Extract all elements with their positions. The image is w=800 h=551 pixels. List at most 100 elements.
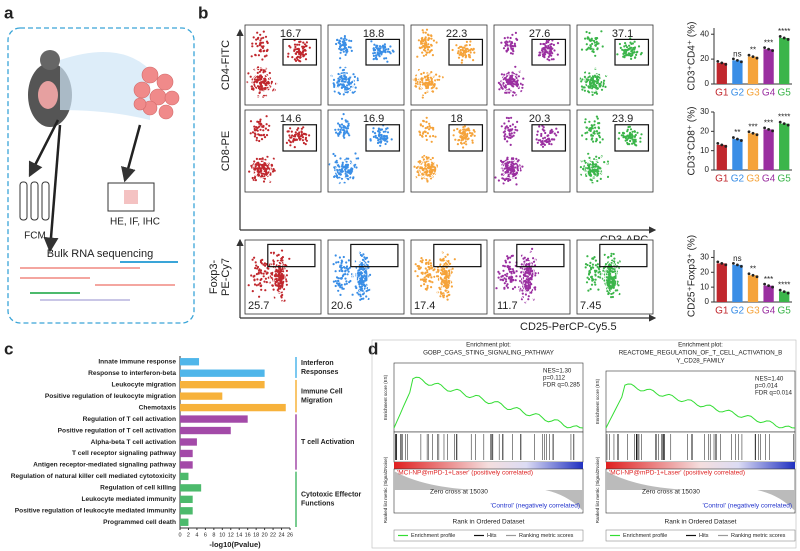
replicate-dot — [782, 290, 786, 293]
event-dot — [462, 54, 465, 57]
event-dot — [363, 271, 366, 274]
event-dot — [593, 91, 596, 94]
event-dot — [260, 37, 263, 40]
event-dot — [420, 41, 423, 44]
event-dot — [257, 126, 260, 129]
event-dot — [337, 41, 340, 44]
event-dot — [333, 175, 336, 178]
replicate-dot — [755, 56, 759, 60]
zero-cross: Zero cross at 15030 — [642, 489, 700, 496]
plot-title: GOBP_CGAS_STING_SIGNALING_PATHWAY — [423, 350, 554, 357]
event-dot — [584, 161, 587, 164]
event-dot — [527, 298, 530, 301]
event-dot — [509, 44, 512, 47]
event-dot — [553, 138, 556, 141]
category-label: Positive regulation of leukocyte mediate… — [15, 508, 177, 515]
event-dot — [506, 140, 509, 143]
event-dot — [346, 50, 349, 53]
event-dot — [339, 130, 342, 133]
event-dot — [343, 283, 346, 286]
event-dot — [418, 87, 421, 90]
event-dot — [346, 81, 349, 84]
event-dot — [508, 88, 511, 91]
event-dot — [630, 133, 634, 136]
event-dot — [262, 275, 265, 278]
contour — [435, 250, 456, 304]
event-dot — [498, 272, 501, 275]
event-dot — [511, 71, 514, 74]
event-dot — [296, 43, 299, 46]
event-dot — [281, 284, 284, 287]
replicate-dot — [786, 123, 790, 127]
event-dot — [471, 141, 474, 144]
event-dot — [495, 287, 498, 290]
event-dot — [256, 167, 259, 170]
event-dot — [415, 78, 418, 81]
event-dot — [340, 117, 344, 120]
category-label: Innate immune response — [98, 358, 176, 365]
event-dot — [585, 43, 588, 46]
event-dot — [278, 276, 281, 279]
event-dot — [372, 127, 375, 130]
event-dot — [504, 261, 508, 264]
event-dot — [341, 274, 344, 278]
event-dot — [251, 176, 254, 180]
event-dot — [372, 49, 375, 52]
event-dot — [279, 275, 282, 278]
event-dot — [593, 158, 596, 161]
event-dot — [591, 263, 595, 266]
event-dot — [420, 72, 423, 76]
event-dot — [531, 247, 534, 250]
event-dot — [435, 41, 438, 44]
event-dot — [519, 169, 522, 172]
event-dot — [296, 58, 299, 61]
neg-label: 'Control' (negatively correlated) — [702, 503, 792, 510]
event-dot — [253, 135, 256, 138]
event-dot — [624, 49, 628, 52]
plot-title: REACTOME_REGULATION_OF_T_CELL_ACTIVATION… — [619, 350, 783, 357]
event-dot — [254, 54, 257, 57]
event-dot — [425, 171, 429, 174]
event-dot — [260, 123, 263, 126]
event-dot — [293, 58, 296, 61]
event-dot — [507, 120, 510, 123]
event-dot — [506, 156, 509, 159]
event-dot — [334, 128, 337, 131]
event-dot — [425, 28, 429, 31]
event-dot — [360, 283, 363, 286]
event-dot — [302, 45, 305, 48]
event-dot — [462, 134, 465, 137]
event-dot — [596, 174, 599, 177]
event-dot — [270, 80, 273, 83]
event-dot — [465, 54, 468, 58]
bar — [180, 358, 200, 366]
event-dot — [385, 135, 388, 138]
event-dot — [386, 131, 390, 134]
event-dot — [588, 156, 591, 159]
event-dot — [337, 72, 340, 76]
event-dot — [548, 142, 551, 145]
event-dot — [264, 86, 267, 90]
event-dot — [606, 281, 609, 284]
event-dot — [524, 283, 527, 286]
event-dot — [524, 287, 528, 290]
event-dot — [346, 166, 349, 169]
event-dot — [347, 259, 350, 262]
contour — [501, 73, 521, 92]
event-dot — [585, 30, 588, 34]
event-dot — [634, 143, 637, 146]
bar — [180, 380, 265, 389]
event-dot — [516, 120, 519, 123]
event-dot — [430, 276, 433, 279]
event-dot — [435, 73, 438, 76]
event-dot — [377, 138, 380, 141]
event-dot — [593, 41, 597, 44]
event-dot — [266, 266, 269, 270]
event-dot — [259, 271, 262, 274]
event-dot — [595, 115, 599, 118]
event-dot — [378, 49, 382, 53]
event-dot — [350, 39, 353, 43]
x-tick-label: 8 — [212, 532, 215, 538]
gate — [365, 124, 401, 152]
event-dot — [343, 136, 346, 139]
